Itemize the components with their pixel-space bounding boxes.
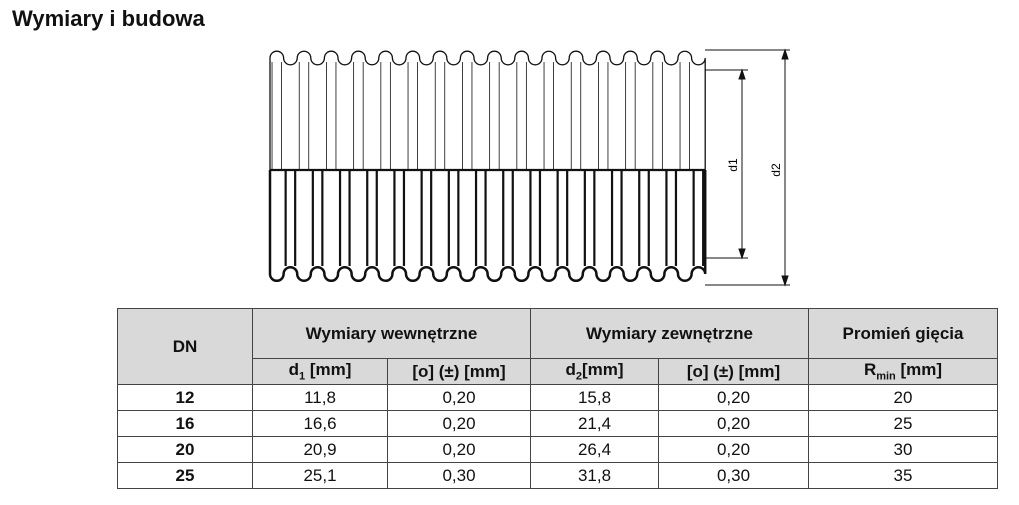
pipe-outline-top	[269, 50, 706, 172]
subheader-cell: d1 [mm]	[252, 358, 388, 385]
table-cell: 26,4	[530, 436, 659, 463]
d1-label: d1	[726, 158, 740, 172]
table-cell: 0,30	[658, 462, 809, 489]
dimensions	[705, 48, 790, 287]
header-cell: DN	[117, 308, 253, 385]
header-cell: Wymiary zewnętrzne	[530, 308, 809, 359]
title: Wymiary i budowa	[12, 6, 205, 31]
table-cell: 31,8	[530, 462, 659, 489]
table-cell: 0,20	[387, 410, 531, 437]
table-cell: 0,20	[387, 436, 531, 463]
table-row: 25 25,1 0,30 31,8 0,30 35	[117, 462, 998, 489]
subheader-sub: 2	[575, 370, 582, 383]
table-cell: 11,8	[252, 384, 388, 411]
dimension-table: DN Wymiary wewnętrzne Wymiary zewnętrzne…	[117, 308, 998, 489]
subheader-unit: [mm]	[895, 360, 943, 380]
table-cell: 25,1	[252, 462, 388, 489]
subheader-cell: d2[mm]	[530, 358, 659, 385]
table-cell: 30	[808, 436, 998, 463]
pipe-outline-bottom	[268, 170, 707, 283]
table-cell: 16	[117, 410, 253, 437]
subheader-main: d	[288, 360, 299, 380]
table-cell: 25	[117, 462, 253, 489]
pipe	[268, 50, 707, 283]
table-cell: 21,4	[530, 410, 659, 437]
subheader-main: d	[565, 360, 576, 380]
table-row: 16 16,6 0,20 21,4 0,20 25	[117, 410, 998, 437]
header-cell: Promień gięcia	[808, 308, 998, 359]
pipe-ribs-bottom	[284, 170, 705, 266]
subheader-main: [o] (±) [mm]	[686, 361, 781, 381]
subheader-unit: [mm]	[581, 360, 624, 380]
table-row: 12 11,8 0,20 15,8 0,20 20	[117, 384, 998, 411]
table-cell: 0,20	[658, 384, 809, 411]
table-cell: 0,20	[387, 384, 531, 411]
arrows	[738, 48, 789, 287]
subheader-sub: min	[876, 370, 896, 383]
table-cell: 15,8	[530, 384, 659, 411]
table-cell: 20,9	[252, 436, 388, 463]
pipe-diagram: d1 d2	[268, 48, 790, 287]
table-cell: 20	[808, 384, 998, 411]
table-cell: 16,6	[252, 410, 388, 437]
subheader-main: [o] (±) [mm]	[412, 361, 506, 381]
table-cell: 35	[808, 462, 998, 489]
subheader-cell: Rmin [mm]	[808, 358, 998, 385]
header-cell: Wymiary wewnętrzne	[252, 308, 531, 359]
subheader-cell: [o] (±) [mm]	[658, 358, 809, 385]
pipe-ribs-top	[271, 62, 690, 170]
table-cell: 20	[117, 436, 253, 463]
table-cell: 0,20	[658, 436, 809, 463]
table-cell: 12	[117, 384, 253, 411]
table-row: 20 20,9 0,20 26,4 0,20 30	[117, 436, 998, 463]
subheader-sub: 1	[298, 370, 306, 383]
d2-label: d2	[769, 163, 783, 177]
subheader-cell: [o] (±) [mm]	[387, 358, 531, 385]
table-cell: 0,30	[387, 462, 531, 489]
subheader-unit: [mm]	[305, 360, 352, 380]
table-cell: 0,20	[658, 410, 809, 437]
table-cell: 25	[808, 410, 998, 437]
subheader-main: R	[863, 360, 877, 380]
